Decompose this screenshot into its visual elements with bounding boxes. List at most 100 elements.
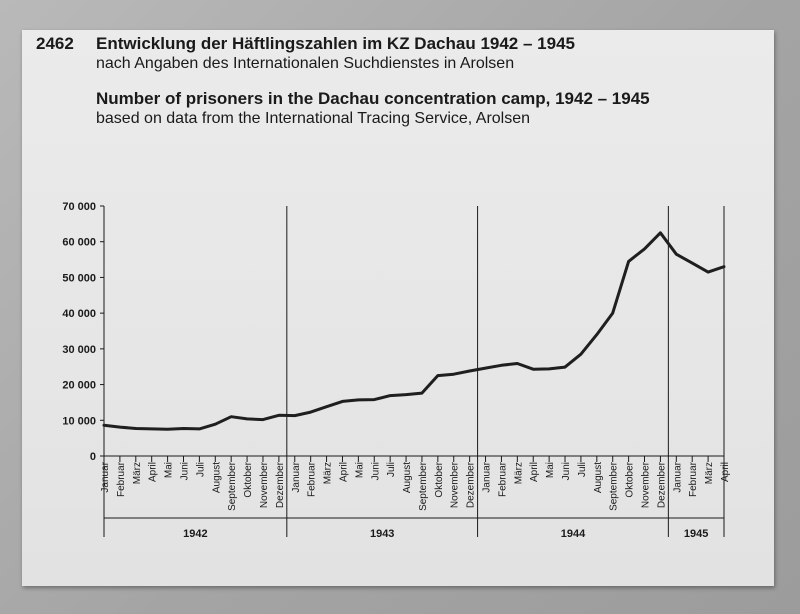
month-label: Oktober — [625, 461, 636, 497]
data-point — [261, 418, 265, 421]
month-label: März — [323, 462, 334, 484]
month-label: Juni — [561, 462, 572, 480]
y-axis: 0 10 000 20 000 30 000 40 000 50 000 60 000 70 … — [62, 201, 105, 463]
month-label: Februar — [116, 461, 127, 497]
data-point — [404, 393, 408, 396]
data-point — [230, 415, 233, 418]
month-label: Januar — [672, 461, 683, 492]
month-label: Dezember — [275, 461, 286, 508]
exhibit-card — [22, 30, 774, 586]
data-point — [373, 398, 376, 401]
y-tick-label: 20 000 — [62, 380, 96, 392]
month-label: Februar — [688, 461, 699, 497]
month-label: September — [609, 461, 620, 511]
month-label: August — [593, 462, 604, 493]
month-label: März — [132, 462, 143, 484]
data-point — [420, 391, 424, 395]
data-point — [627, 260, 630, 263]
data-point — [468, 369, 471, 373]
data-point — [500, 364, 503, 367]
subtitle-english: based on data from the International Tra… — [96, 110, 531, 127]
month-label: Juni — [370, 462, 381, 480]
y-tick-label: 0 — [90, 451, 96, 463]
subtitle-german: nach Angaben des Internationalen Suchdie… — [96, 55, 515, 72]
y-tick-label: 30 000 — [62, 344, 96, 356]
data-point — [166, 428, 169, 431]
month-label: Januar — [482, 461, 493, 492]
data-point — [547, 367, 551, 371]
month-label: Oktober — [434, 461, 445, 497]
data-point — [214, 423, 217, 426]
data-point — [532, 368, 535, 371]
data-point — [611, 311, 614, 315]
data-point — [245, 417, 249, 421]
data-point — [516, 362, 519, 365]
month-label: Mai — [354, 462, 365, 478]
month-label: Februar — [497, 461, 508, 497]
month-label: März — [513, 462, 524, 484]
data-point — [198, 427, 201, 431]
title-german: Entwicklung der Häftlingszahlen im KZ Da… — [96, 34, 575, 53]
data-point — [691, 261, 694, 265]
data-point — [659, 231, 662, 234]
year-label: 1943 — [370, 528, 394, 540]
data-point — [722, 265, 726, 268]
data-point — [563, 365, 567, 369]
data-point — [357, 398, 360, 402]
y-tick-label: 60 000 — [62, 237, 96, 249]
year-label: 1942 — [183, 528, 207, 540]
month-label: August — [402, 462, 413, 493]
series-line-prisoners — [102, 231, 726, 431]
month-label: Mai — [545, 462, 556, 478]
month-label: Dezember — [466, 461, 477, 508]
data-point — [579, 353, 583, 356]
month-label: November — [450, 461, 461, 508]
data-point — [389, 394, 392, 397]
y-tick-label: 10 000 — [62, 415, 96, 427]
month-label: April — [529, 462, 540, 482]
data-point — [484, 366, 487, 370]
series-layer — [102, 231, 726, 431]
month-label: November — [641, 461, 652, 508]
month-label: Oktober — [243, 461, 254, 497]
data-point — [341, 400, 344, 403]
exhibit-number: 2462 — [36, 34, 74, 53]
y-tick-label: 50 000 — [62, 272, 96, 284]
month-label: Januar — [291, 461, 302, 492]
month-label: Januar — [100, 461, 111, 492]
data-point — [277, 414, 281, 417]
data-point — [102, 424, 106, 427]
month-label: Juni — [179, 462, 190, 480]
data-point — [118, 425, 122, 429]
month-label: September — [418, 461, 429, 511]
y-tick-label: 40 000 — [62, 308, 96, 320]
month-label: November — [259, 461, 270, 508]
x-axis: Januar Februar März April Mai Juni Juli August S… — [100, 206, 731, 540]
month-label: Juli — [386, 462, 397, 477]
month-label: Juli — [577, 462, 588, 477]
month-label: September — [227, 461, 238, 511]
month-label: März — [704, 462, 715, 484]
data-point — [134, 427, 137, 430]
data-point — [675, 253, 678, 256]
data-point — [452, 373, 455, 376]
data-point — [325, 405, 328, 408]
data-point — [436, 374, 439, 377]
month-label: Juli — [195, 462, 206, 477]
month-label: Dezember — [656, 461, 667, 508]
data-point — [643, 247, 646, 251]
month-label: August — [211, 462, 222, 493]
data-point — [182, 427, 185, 430]
month-label: Februar — [307, 461, 318, 497]
data-point — [150, 427, 153, 431]
y-tick-label: 70 000 — [62, 201, 96, 213]
month-label: April — [720, 462, 731, 482]
year-label: 1944 — [561, 528, 586, 540]
month-label: April — [148, 462, 159, 482]
year-label: 1945 — [684, 528, 708, 540]
title-english: Number of prisoners in the Dachau concen… — [96, 89, 650, 108]
month-label: Mai — [164, 462, 175, 478]
data-point — [706, 270, 710, 274]
data-point — [309, 410, 312, 414]
